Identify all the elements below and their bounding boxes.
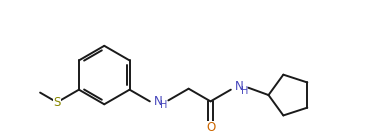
- Text: O: O: [206, 121, 215, 134]
- Text: H: H: [241, 86, 248, 96]
- Text: N: N: [154, 95, 163, 108]
- Text: N: N: [235, 80, 244, 93]
- Text: H: H: [160, 100, 167, 110]
- Text: S: S: [53, 96, 61, 109]
